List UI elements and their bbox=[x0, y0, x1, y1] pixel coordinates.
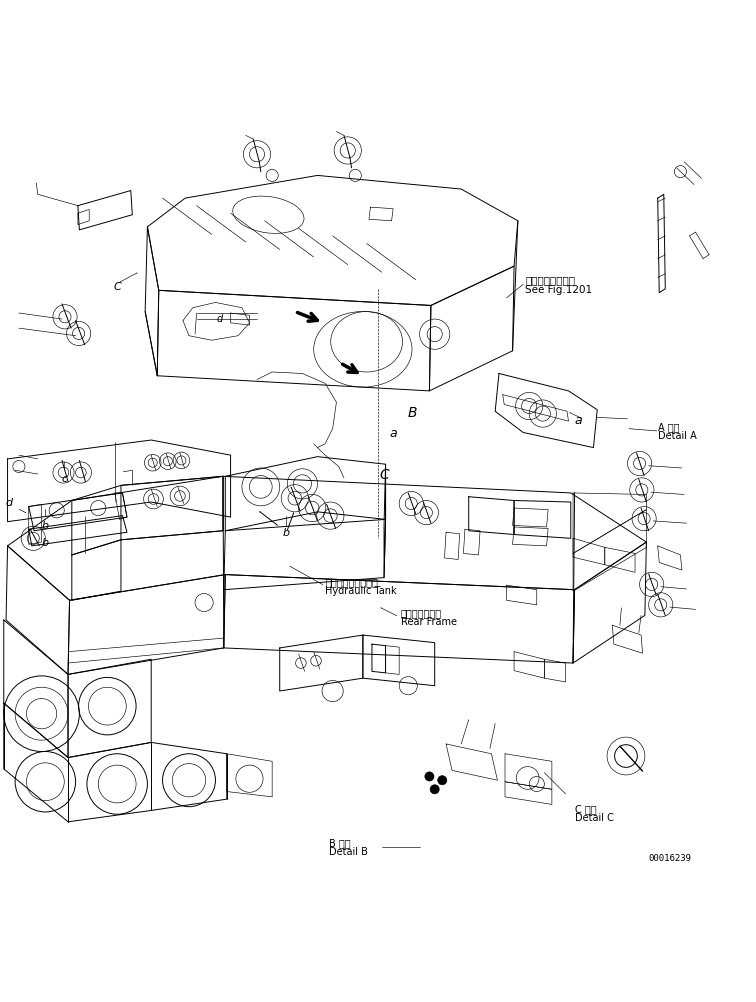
Text: b: b bbox=[42, 537, 49, 547]
Text: c: c bbox=[61, 473, 67, 483]
Text: ハイドリックタンク: ハイドリックタンク bbox=[325, 577, 378, 587]
Text: A 詳細: A 詳細 bbox=[658, 422, 679, 432]
Text: b: b bbox=[283, 528, 290, 538]
Text: d: d bbox=[216, 314, 222, 324]
Text: C 詳細: C 詳細 bbox=[575, 804, 596, 814]
Text: Hydraulic Tank: Hydraulic Tank bbox=[325, 586, 397, 596]
Circle shape bbox=[430, 785, 439, 794]
Text: a: a bbox=[575, 414, 582, 427]
Text: リヤーフレーム: リヤーフレーム bbox=[401, 608, 442, 618]
Text: 00016239: 00016239 bbox=[649, 853, 692, 862]
Text: Detail B: Detail B bbox=[329, 847, 367, 857]
Text: C: C bbox=[113, 282, 121, 292]
Circle shape bbox=[438, 776, 447, 785]
Text: 第１２０１図参照: 第１２０１図参照 bbox=[525, 275, 575, 285]
Circle shape bbox=[425, 773, 434, 782]
Text: B 詳細: B 詳細 bbox=[329, 838, 351, 848]
Text: C: C bbox=[380, 468, 389, 482]
Text: B: B bbox=[407, 406, 417, 420]
Text: Detail C: Detail C bbox=[575, 813, 613, 823]
Text: b: b bbox=[42, 520, 49, 530]
Text: Detail A: Detail A bbox=[658, 431, 696, 441]
Text: Rear Frame: Rear Frame bbox=[401, 617, 457, 627]
Text: a: a bbox=[389, 427, 397, 440]
Text: See Fig.1201: See Fig.1201 bbox=[525, 285, 593, 295]
Text: d: d bbox=[5, 498, 13, 507]
